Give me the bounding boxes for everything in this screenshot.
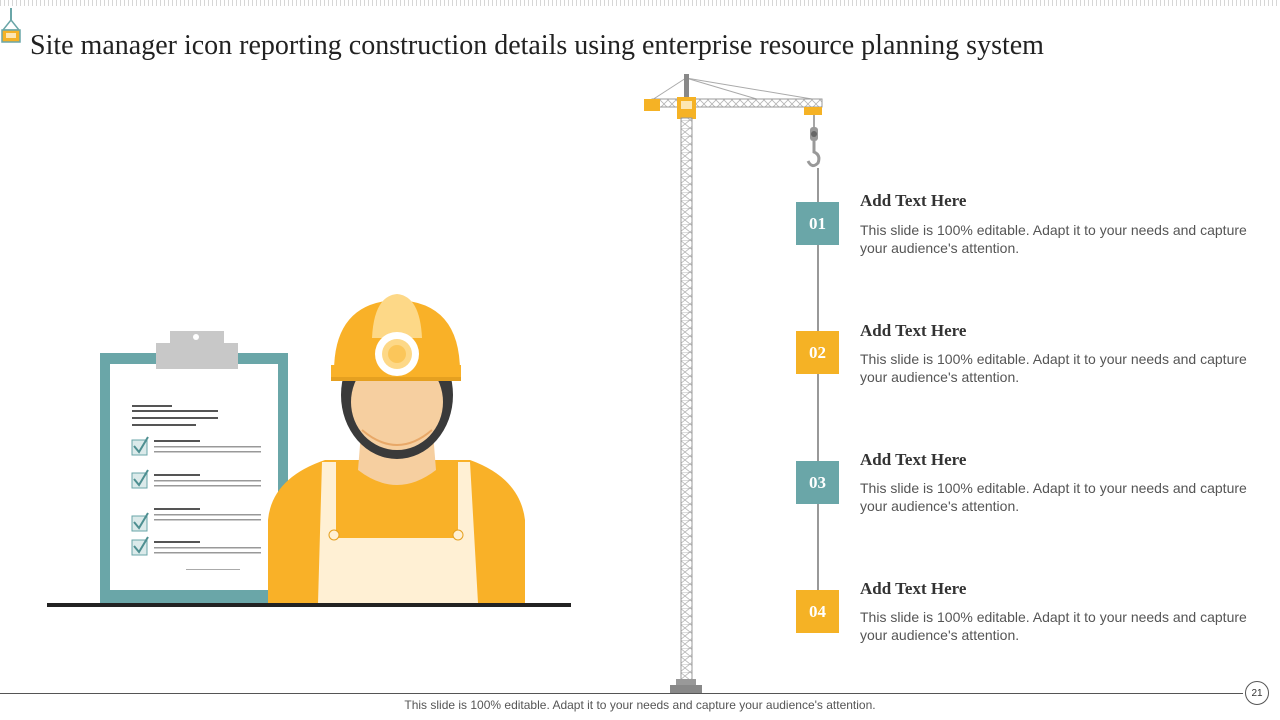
top-decorative-border [0, 0, 1280, 6]
crane-icon [644, 74, 823, 693]
page-number: 21 [1245, 681, 1269, 705]
checkbox-icon [131, 436, 149, 456]
step-1-heading: Add Text Here [860, 191, 967, 210]
step-1-number-badge: 01 [796, 202, 839, 245]
step-3-heading: Add Text Here [860, 450, 967, 469]
step-3-number-badge: 03 [796, 461, 839, 504]
step-3-body: This slide is 100% editable. Adapt it to… [860, 480, 1247, 514]
ground-line [47, 603, 571, 607]
clipboard-icon [100, 331, 288, 603]
hanging-box-icon [1, 8, 21, 43]
step-2-heading: Add Text Here [860, 321, 967, 340]
step-2-number-badge: 02 [796, 331, 839, 374]
checkbox-icon [131, 469, 149, 489]
slide-title: Site manager icon reporting construction… [30, 30, 1044, 61]
footer-note: This slide is 100% editable. Adapt it to… [404, 698, 876, 712]
step-4-number-badge: 04 [796, 590, 839, 633]
checkbox-icon [131, 536, 149, 556]
step-4-body: This slide is 100% editable. Adapt it to… [860, 609, 1247, 643]
footer-divider [0, 693, 1243, 694]
step-4-heading: Add Text Here [860, 579, 967, 598]
checkbox-icon [131, 512, 149, 532]
step-2-body: This slide is 100% editable. Adapt it to… [860, 351, 1247, 385]
site-manager-icon [268, 294, 525, 603]
step-1-body: This slide is 100% editable. Adapt it to… [860, 222, 1247, 256]
